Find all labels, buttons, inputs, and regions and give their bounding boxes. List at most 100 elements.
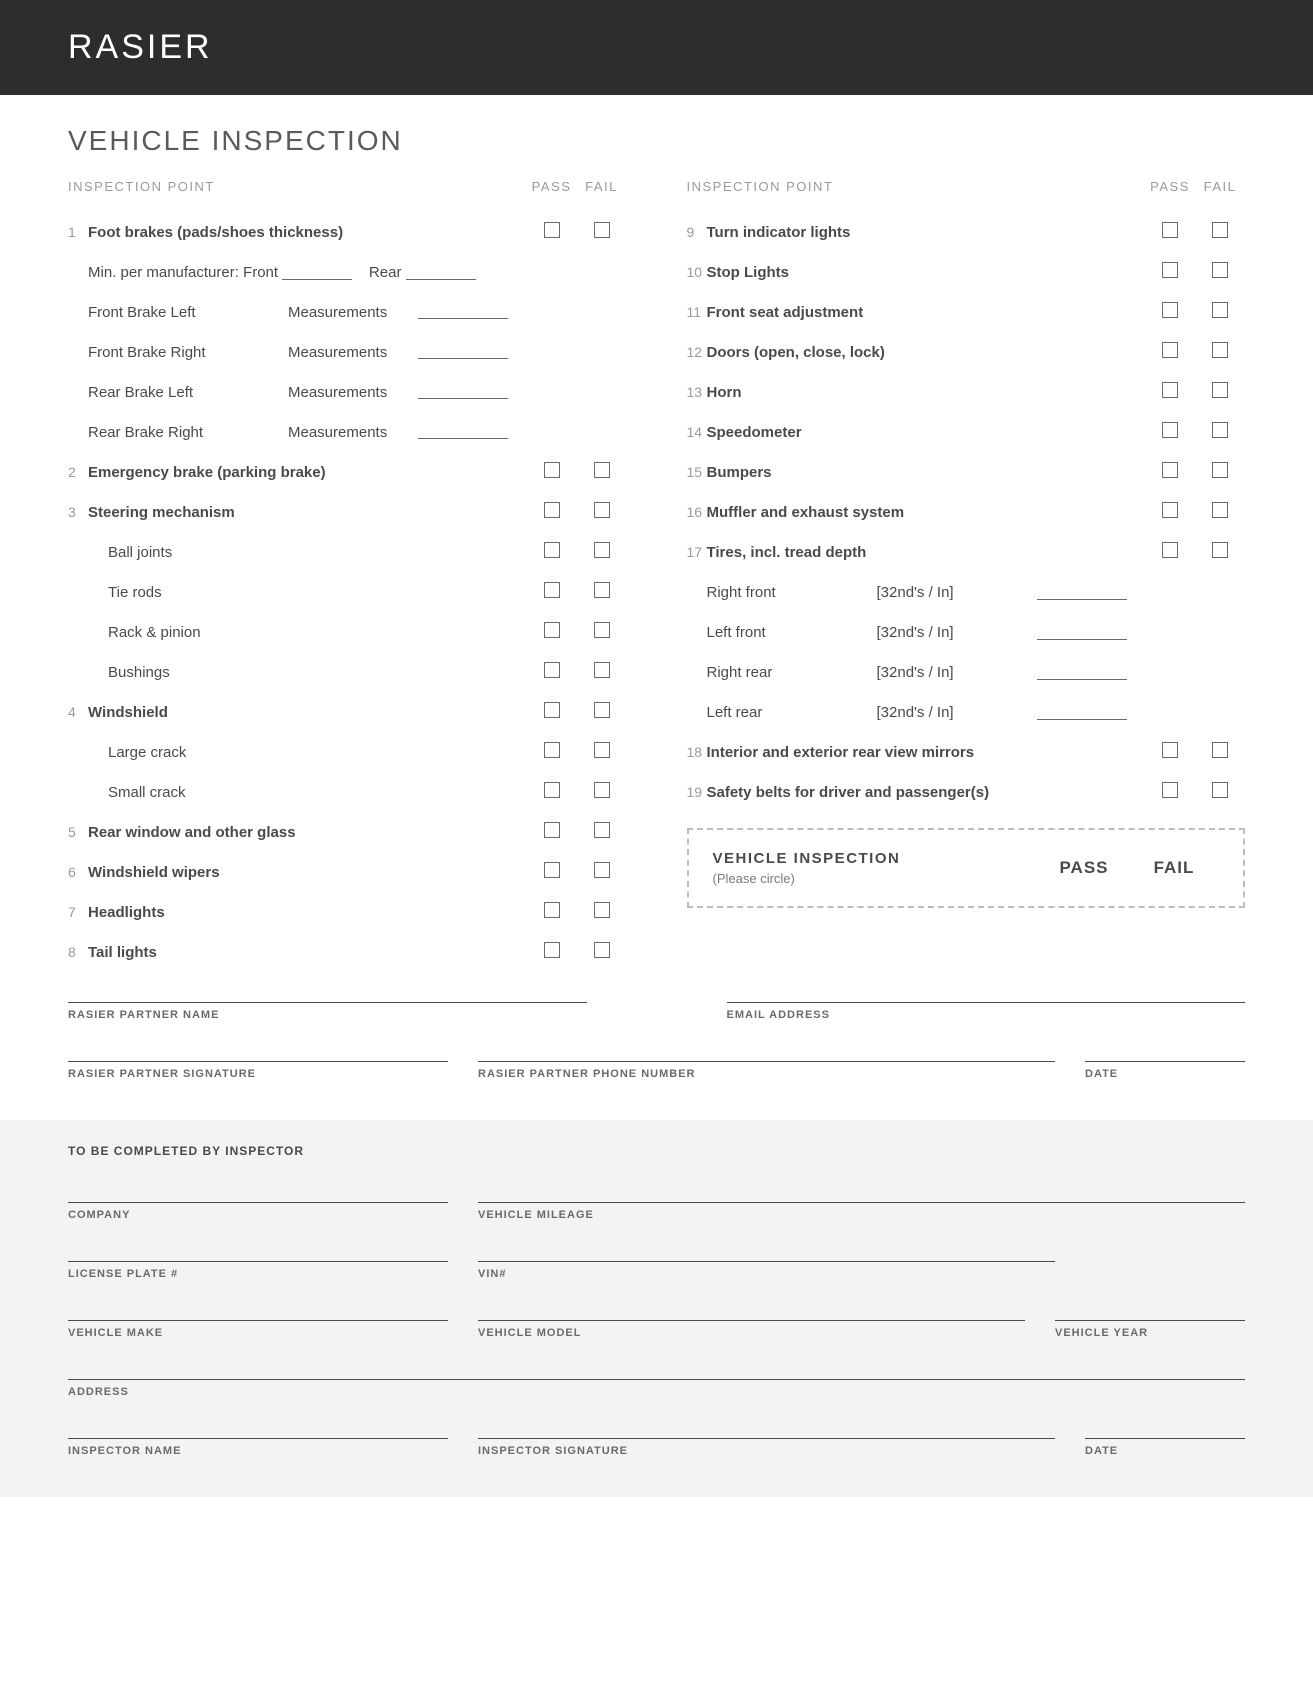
item-3a-fail[interactable] <box>577 542 627 562</box>
item-13-label: Horn <box>707 384 1146 401</box>
item-13-fail[interactable] <box>1195 382 1245 402</box>
item-9-fail[interactable] <box>1195 222 1245 242</box>
item-18-fail[interactable] <box>1195 742 1245 762</box>
item-3b-pass[interactable] <box>527 582 577 602</box>
result-pass[interactable]: PASS <box>1039 858 1129 878</box>
item-5-num: 5 <box>68 824 88 840</box>
item-3-pass[interactable] <box>527 502 577 522</box>
meas-front-left-blank[interactable] <box>418 305 508 319</box>
item-11-label: Front seat adjustment <box>707 304 1146 321</box>
inspector-sig-field[interactable]: INSPECTOR SIGNATURE <box>478 1438 1055 1457</box>
item-4a: Large crack <box>68 732 627 772</box>
item-1-fail[interactable] <box>577 222 627 242</box>
item-4-fail[interactable] <box>577 702 627 722</box>
address-field[interactable]: ADDRESS <box>68 1379 1245 1398</box>
mileage-field[interactable]: VEHICLE MILEAGE <box>478 1202 1245 1221</box>
item-15: 15 Bumpers <box>687 452 1246 492</box>
col-header-point: INSPECTION POINT <box>687 179 1146 194</box>
item-10-fail[interactable] <box>1195 262 1245 282</box>
item-14-fail[interactable] <box>1195 422 1245 442</box>
item-3b-fail[interactable] <box>577 582 627 602</box>
item-19-pass[interactable] <box>1145 782 1195 802</box>
item-3d-fail[interactable] <box>577 662 627 682</box>
item-1-label: Foot brakes (pads/shoes thickness) <box>88 224 527 241</box>
col-header-point: INSPECTION POINT <box>68 179 527 194</box>
item-3c-pass[interactable] <box>527 622 577 642</box>
tire-lf-blank[interactable] <box>1037 626 1127 640</box>
item-3a-pass[interactable] <box>527 542 577 562</box>
item-9: 9 Turn indicator lights <box>687 212 1246 252</box>
partner-date-field[interactable]: DATE <box>1085 1061 1245 1080</box>
item-4: 4 Windshield <box>68 692 627 732</box>
right-column: INSPECTION POINT PASS FAIL 9 Turn indica… <box>687 179 1246 972</box>
make-field[interactable]: VEHICLE MAKE <box>68 1320 448 1339</box>
item-15-pass[interactable] <box>1145 462 1195 482</box>
min-rear-blank[interactable] <box>406 266 476 280</box>
item-8-fail[interactable] <box>577 942 627 962</box>
item-13-pass[interactable] <box>1145 382 1195 402</box>
item-5-pass[interactable] <box>527 822 577 842</box>
item-16-pass[interactable] <box>1145 502 1195 522</box>
item-12-num: 12 <box>687 344 707 360</box>
item-15-fail[interactable] <box>1195 462 1245 482</box>
item-9-num: 9 <box>687 224 707 240</box>
result-fail[interactable]: FAIL <box>1129 858 1219 878</box>
item-17-fail[interactable] <box>1195 542 1245 562</box>
meas-rear-right-blank[interactable] <box>418 425 508 439</box>
item-5-fail[interactable] <box>577 822 627 842</box>
item-4a-pass[interactable] <box>527 742 577 762</box>
year-field[interactable]: VEHICLE YEAR <box>1055 1320 1245 1339</box>
item-1-num: 1 <box>68 224 88 240</box>
item-18-pass[interactable] <box>1145 742 1195 762</box>
item-3d-label: Bushings <box>88 664 527 681</box>
inspector-name-field[interactable]: INSPECTOR NAME <box>68 1438 448 1457</box>
partner-name-field[interactable]: RASIER PARTNER NAME <box>68 1002 587 1021</box>
item-11-pass[interactable] <box>1145 302 1195 322</box>
item-1-pass[interactable] <box>527 222 577 242</box>
item-6-pass[interactable] <box>527 862 577 882</box>
company-field[interactable]: COMPANY <box>68 1202 448 1221</box>
item-14-pass[interactable] <box>1145 422 1195 442</box>
min-front-blank[interactable] <box>282 266 352 280</box>
item-2-pass[interactable] <box>527 462 577 482</box>
item-10-pass[interactable] <box>1145 262 1195 282</box>
item-9-pass[interactable] <box>1145 222 1195 242</box>
partner-email-field[interactable]: EMAIL ADDRESS <box>727 1002 1246 1021</box>
plate-field[interactable]: LICENSE PLATE # <box>68 1261 448 1280</box>
meas-front-right-blank[interactable] <box>418 345 508 359</box>
partner-row-2: RASIER PARTNER SIGNATURE RASIER PARTNER … <box>68 1061 1245 1080</box>
item-12-pass[interactable] <box>1145 342 1195 362</box>
item-17-pass[interactable] <box>1145 542 1195 562</box>
partner-sig-field[interactable]: RASIER PARTNER SIGNATURE <box>68 1061 448 1080</box>
item-4-label: Windshield <box>88 704 527 721</box>
item-3c-fail[interactable] <box>577 622 627 642</box>
vin-field[interactable]: VIN# <box>478 1261 1055 1280</box>
inspector-date-field[interactable]: DATE <box>1085 1438 1245 1457</box>
item-19-num: 19 <box>687 784 707 800</box>
item-3-fail[interactable] <box>577 502 627 522</box>
item-7-fail[interactable] <box>577 902 627 922</box>
tire-rf-blank[interactable] <box>1037 586 1127 600</box>
tire-rr-blank[interactable] <box>1037 666 1127 680</box>
item-4b-fail[interactable] <box>577 782 627 802</box>
item-3-label: Steering mechanism <box>88 504 527 521</box>
item-3: 3 Steering mechanism <box>68 492 627 532</box>
item-4a-fail[interactable] <box>577 742 627 762</box>
item-3d-pass[interactable] <box>527 662 577 682</box>
meas-rear-left-blank[interactable] <box>418 385 508 399</box>
item-2-fail[interactable] <box>577 462 627 482</box>
partner-phone-field[interactable]: RASIER PARTNER PHONE NUMBER <box>478 1061 1055 1080</box>
item-4b-pass[interactable] <box>527 782 577 802</box>
item-16-fail[interactable] <box>1195 502 1245 522</box>
item-12-fail[interactable] <box>1195 342 1245 362</box>
item-4-num: 4 <box>68 704 88 720</box>
item-6-fail[interactable] <box>577 862 627 882</box>
item-4-pass[interactable] <box>527 702 577 722</box>
item-1: 1 Foot brakes (pads/shoes thickness) <box>68 212 627 252</box>
model-field[interactable]: VEHICLE MODEL <box>478 1320 1025 1339</box>
tire-lr-blank[interactable] <box>1037 706 1127 720</box>
item-8-pass[interactable] <box>527 942 577 962</box>
item-19-fail[interactable] <box>1195 782 1245 802</box>
item-11-fail[interactable] <box>1195 302 1245 322</box>
item-7-pass[interactable] <box>527 902 577 922</box>
